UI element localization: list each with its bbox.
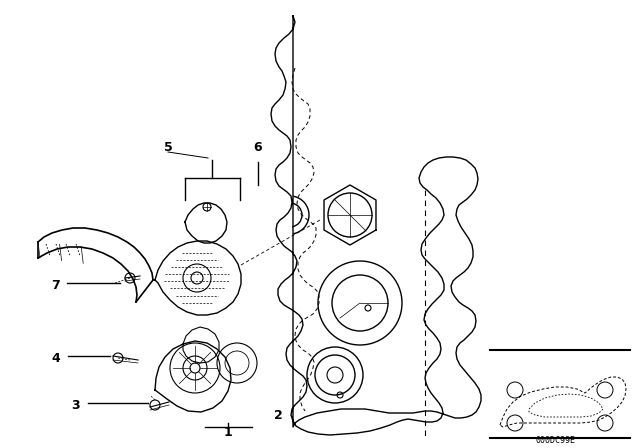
- Text: 1: 1: [223, 426, 232, 439]
- Text: 6: 6: [253, 141, 262, 154]
- Text: 7: 7: [51, 279, 60, 292]
- Text: 5: 5: [164, 141, 172, 154]
- Text: 2: 2: [274, 409, 282, 422]
- Text: 3: 3: [70, 399, 79, 412]
- Text: 4: 4: [52, 352, 60, 365]
- Text: 000DC99E: 000DC99E: [535, 435, 575, 444]
